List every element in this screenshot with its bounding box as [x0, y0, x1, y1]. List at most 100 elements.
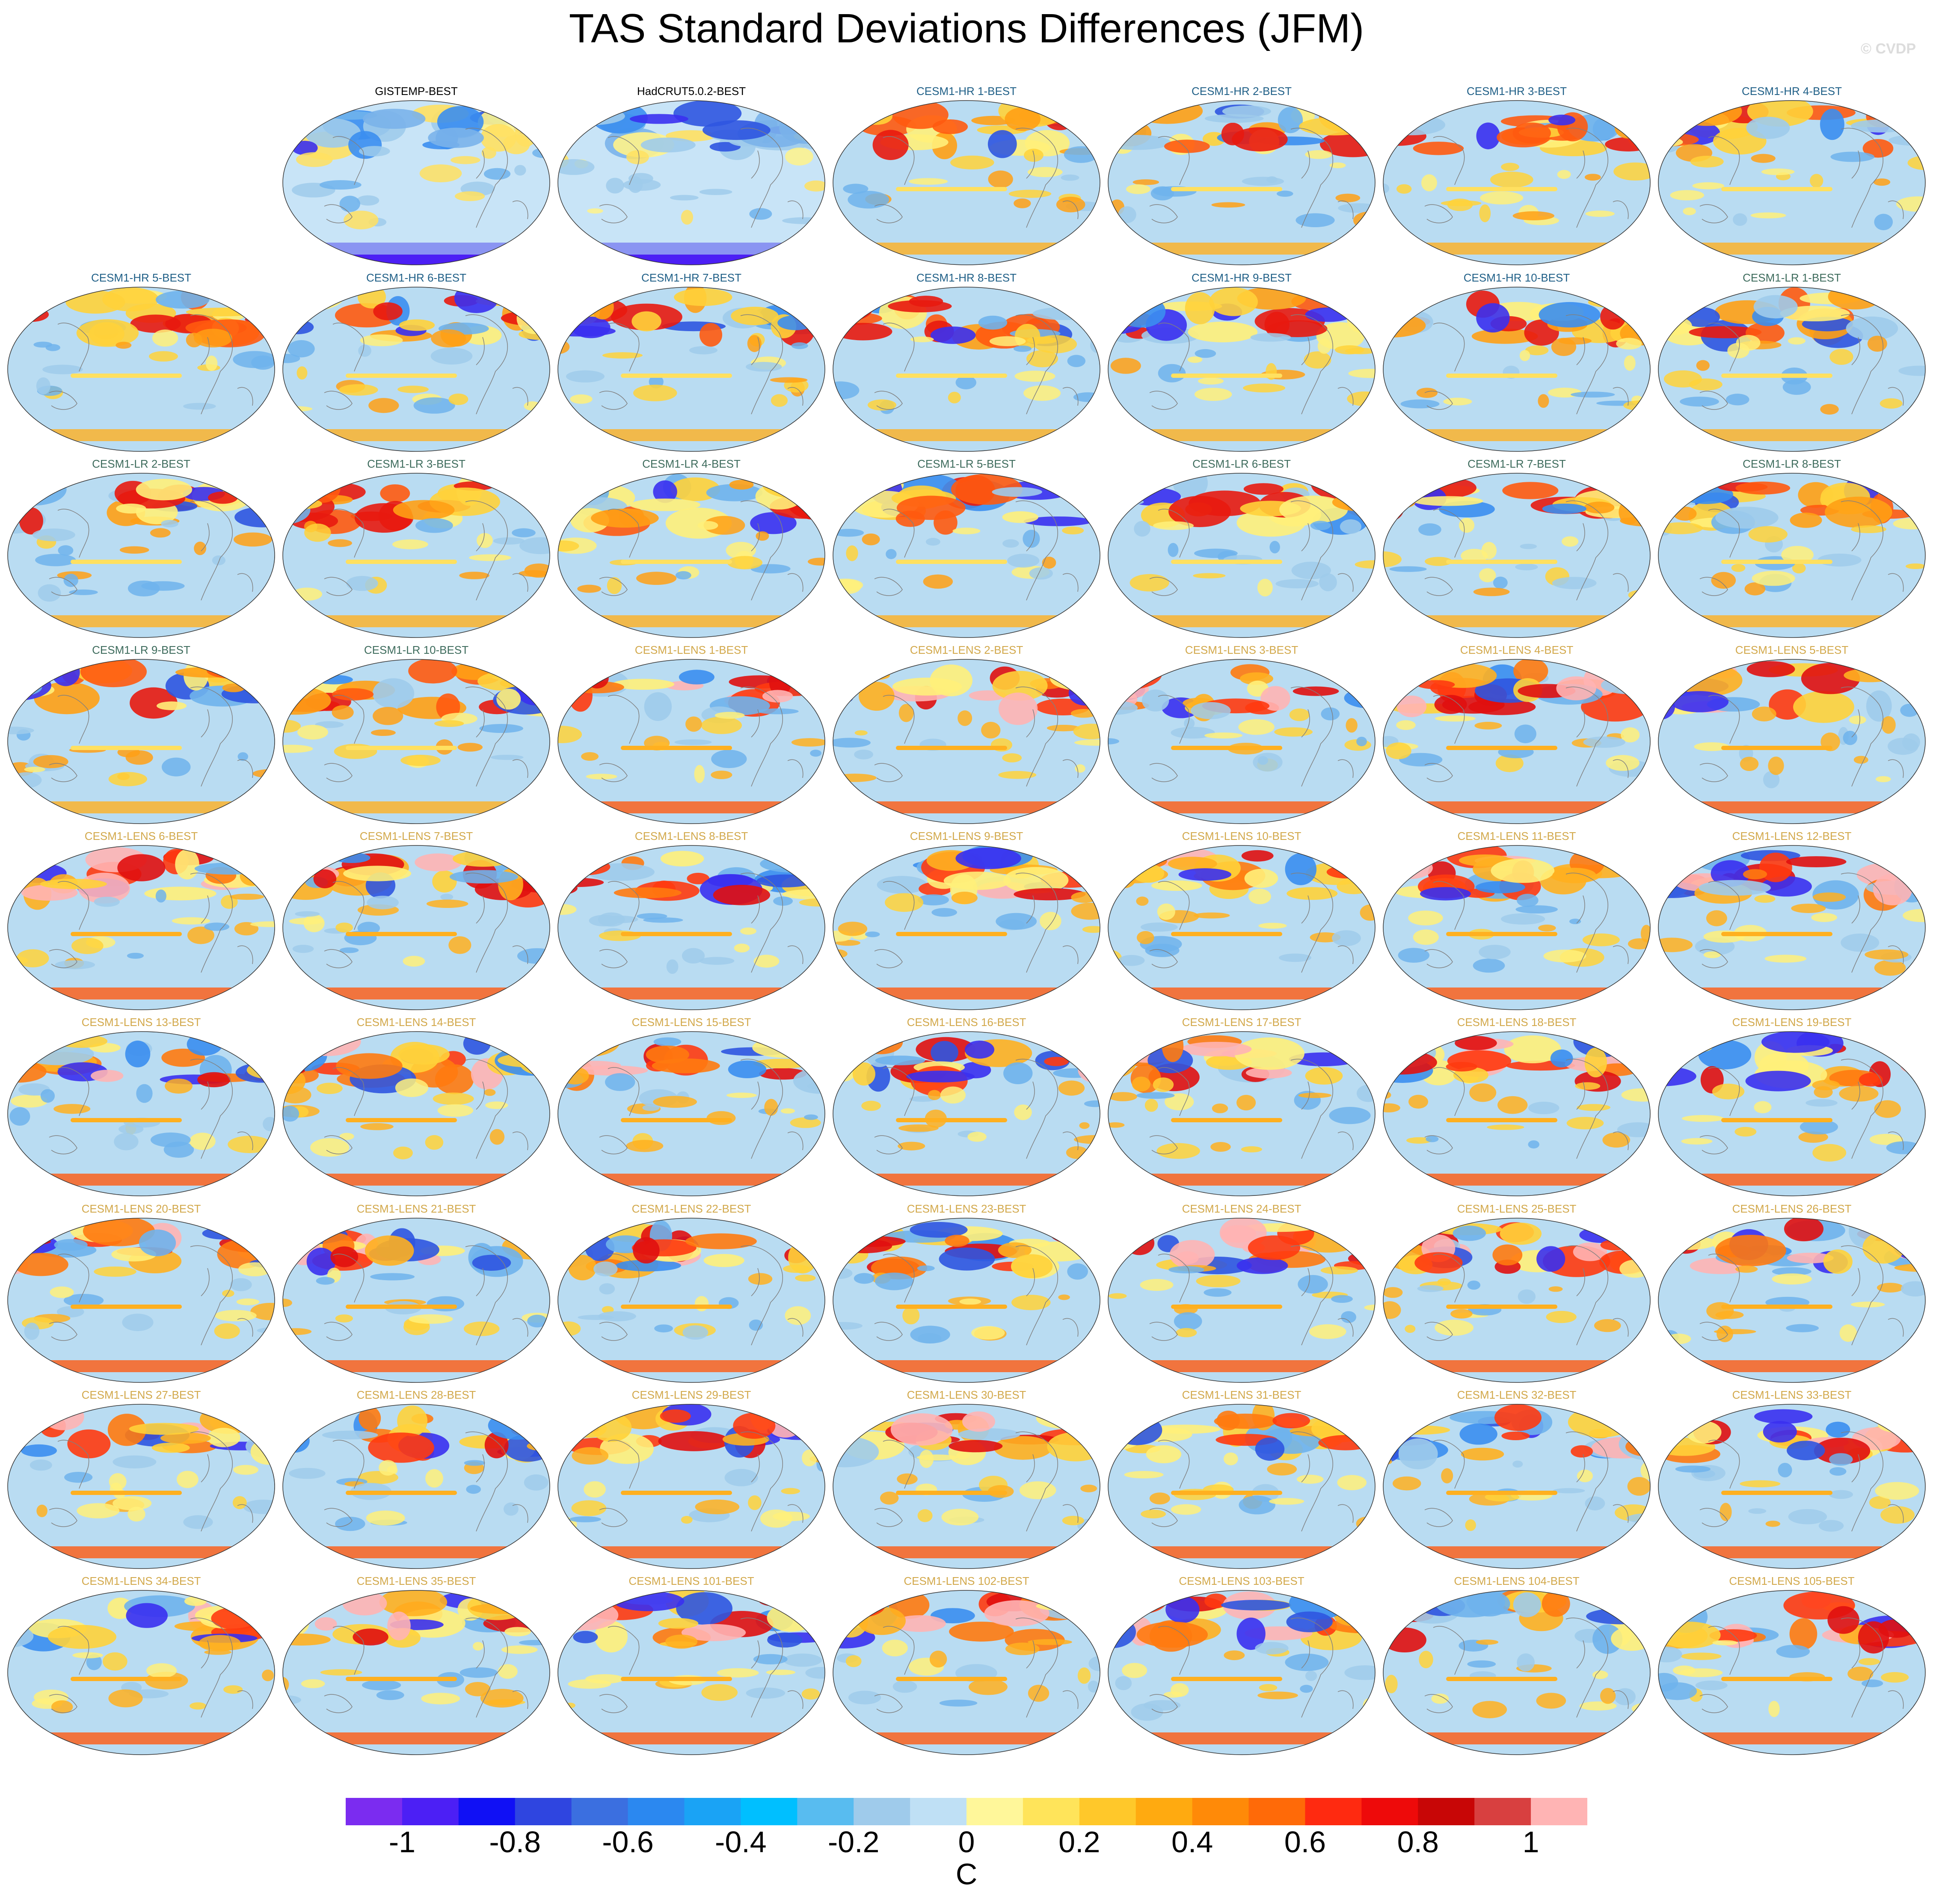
- robinson-map: [1108, 100, 1376, 265]
- map-panel: CESM1-LENS 22-BEST: [557, 1202, 826, 1387]
- robinson-map: [833, 1590, 1100, 1755]
- robinson-map: [7, 1404, 275, 1569]
- robinson-map: [557, 1404, 825, 1569]
- panel-title: CESM1-LENS 7-BEST: [359, 830, 473, 842]
- map-panel: CESM1-HR 2-BEST: [1107, 85, 1376, 270]
- panel-title: CESM1-LENS 103-BEST: [1179, 1575, 1304, 1587]
- panel-title: CESM1-LENS 34-BEST: [81, 1575, 201, 1587]
- robinson-map: [557, 287, 825, 452]
- colorbar-swatch: [402, 1798, 459, 1825]
- robinson-map: [282, 100, 550, 265]
- panel-title: HadCRUT5.0.2-BEST: [637, 85, 746, 98]
- map-panel: CESM1-LENS 20-BEST: [6, 1202, 276, 1387]
- map-panel: CESM1-LR 2-BEST: [6, 457, 276, 642]
- panel-title: CESM1-LENS 27-BEST: [81, 1388, 201, 1401]
- panel-title: CESM1-LENS 14-BEST: [356, 1016, 476, 1029]
- map-panel: CESM1-LENS 26-BEST: [1657, 1202, 1927, 1387]
- colorbar-tick-label: -0.4: [715, 1825, 767, 1859]
- map-panel: CESM1-HR 6-BEST: [282, 271, 551, 456]
- panel-title: CESM1-LR 10-BEST: [364, 644, 469, 656]
- panel-title: CESM1-LENS 102-BEST: [904, 1575, 1029, 1587]
- robinson-map: [282, 287, 550, 452]
- map-panel: CESM1-LENS 4-BEST: [1382, 644, 1651, 828]
- map-panel: CESM1-LENS 17-BEST: [1107, 1016, 1376, 1201]
- map-panel: CESM1-LENS 12-BEST: [1657, 830, 1927, 1014]
- robinson-map: [557, 473, 825, 638]
- robinson-map: [282, 1218, 550, 1383]
- panel-title: CESM1-HR 4-BEST: [1741, 85, 1842, 98]
- robinson-map: [557, 659, 825, 824]
- panel-title: CESM1-LENS 8-BEST: [634, 830, 748, 842]
- map-panel: CESM1-LENS 5-BEST: [1657, 644, 1927, 828]
- colorbar-swatch: [458, 1798, 516, 1825]
- panel-title: CESM1-HR 3-BEST: [1466, 85, 1567, 98]
- colorbar-tick-label: -0.2: [827, 1825, 880, 1859]
- panel-title: CESM1-HR 8-BEST: [916, 271, 1017, 284]
- map-panel: CESM1-LENS 33-BEST: [1657, 1388, 1927, 1573]
- robinson-map: [833, 287, 1100, 452]
- map-panel: CESM1-HR 3-BEST: [1382, 85, 1651, 270]
- colorbar-swatch: [1474, 1798, 1531, 1825]
- robinson-map: [1108, 473, 1376, 638]
- map-panel: CESM1-LENS 102-BEST: [832, 1575, 1101, 1759]
- panel-title: CESM1-LR 8-BEST: [1743, 457, 1841, 470]
- robinson-map: [1383, 100, 1651, 265]
- panel-title: CESM1-LENS 6-BEST: [84, 830, 198, 842]
- panel-title: CESM1-LR 2-BEST: [92, 457, 190, 470]
- panel-title: CESM1-LENS 5-BEST: [1735, 644, 1849, 656]
- map-panel: CESM1-LENS 10-BEST: [1107, 830, 1376, 1014]
- map-panel: CESM1-LR 3-BEST: [282, 457, 551, 642]
- map-panel: CESM1-LR 7-BEST: [1382, 457, 1651, 642]
- panel-title: CESM1-HR 9-BEST: [1191, 271, 1292, 284]
- colorbar-swatch: [515, 1798, 572, 1825]
- robinson-map: [7, 1218, 275, 1383]
- panel-title: CESM1-LENS 20-BEST: [81, 1202, 201, 1215]
- map-panel: CESM1-LENS 31-BEST: [1107, 1388, 1376, 1573]
- robinson-map: [1658, 1404, 1926, 1569]
- panel-title: CESM1-HR 7-BEST: [641, 271, 742, 284]
- map-panel: CESM1-LENS 14-BEST: [282, 1016, 551, 1201]
- robinson-map: [7, 1031, 275, 1196]
- colorbar-swatch: [571, 1798, 629, 1825]
- panel-title: CESM1-HR 5-BEST: [91, 271, 192, 284]
- colorbar-tick-label: 0.2: [1058, 1825, 1100, 1859]
- robinson-map: [557, 845, 825, 1010]
- colorbar-tick-label: 0.6: [1284, 1825, 1326, 1859]
- robinson-map: [1658, 659, 1926, 824]
- map-panel: CESM1-LENS 6-BEST: [6, 830, 276, 1014]
- robinson-map: [1108, 1218, 1376, 1383]
- map-panel: CESM1-LENS 101-BEST: [557, 1575, 826, 1759]
- map-panel: CESM1-LR 6-BEST: [1107, 457, 1376, 642]
- colorbar-tick-label: 0: [958, 1825, 975, 1859]
- map-panel: CESM1-HR 7-BEST: [557, 271, 826, 456]
- robinson-map: [282, 1031, 550, 1196]
- panel-title: CESM1-LENS 22-BEST: [631, 1202, 751, 1215]
- map-panel: CESM1-LENS 28-BEST: [282, 1388, 551, 1573]
- robinson-map: [1383, 845, 1651, 1010]
- colorbar-swatch: [684, 1798, 741, 1825]
- colorbar-swatch: [966, 1798, 1023, 1825]
- map-panel: GISTEMP-BEST: [282, 85, 551, 270]
- map-panel: CESM1-LENS 103-BEST: [1107, 1575, 1376, 1759]
- colorbar-tick-label: -0.8: [489, 1825, 541, 1859]
- map-panel: CESM1-HR 4-BEST: [1657, 85, 1927, 270]
- robinson-map: [282, 1404, 550, 1569]
- colorbar-swatch: [741, 1798, 798, 1825]
- robinson-map: [1108, 287, 1376, 452]
- panel-title: CESM1-LENS 12-BEST: [1732, 830, 1852, 842]
- map-panel: CESM1-LENS 15-BEST: [557, 1016, 826, 1201]
- colorbar-swatch: [628, 1798, 685, 1825]
- panel-title: CESM1-LENS 28-BEST: [356, 1388, 476, 1401]
- panel-title: CESM1-LENS 18-BEST: [1457, 1016, 1577, 1029]
- robinson-map: [1658, 100, 1926, 265]
- map-panel: CESM1-LENS 32-BEST: [1382, 1388, 1651, 1573]
- panel-title: CESM1-LR 3-BEST: [367, 457, 465, 470]
- robinson-map: [557, 100, 825, 265]
- robinson-map: [1108, 1031, 1376, 1196]
- map-panel: CESM1-LENS 19-BEST: [1657, 1016, 1927, 1201]
- robinson-map: [557, 1218, 825, 1383]
- panel-title: CESM1-HR 2-BEST: [1191, 85, 1292, 98]
- robinson-map: [557, 1590, 825, 1755]
- robinson-map: [7, 845, 275, 1010]
- map-panel: CESM1-LENS 35-BEST: [282, 1575, 551, 1759]
